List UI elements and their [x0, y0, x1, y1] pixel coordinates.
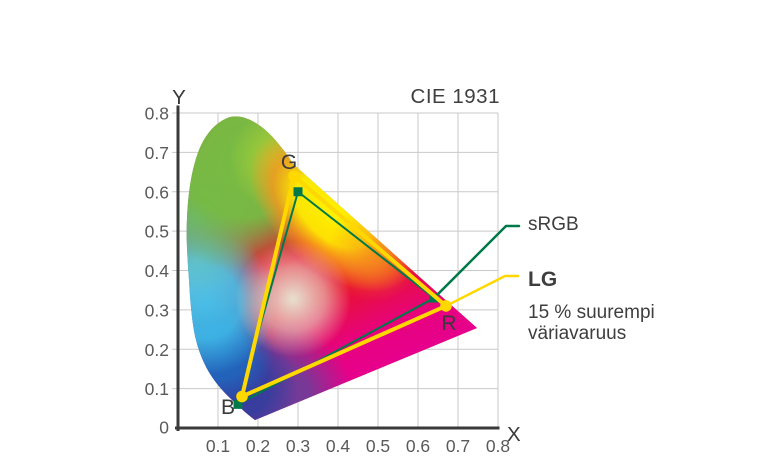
x-tick-label: 0.2: [246, 436, 270, 456]
origin-tick-label: 0: [159, 418, 169, 438]
y-tick-label: 0.2: [145, 340, 169, 360]
srgb-g-marker: [293, 187, 303, 197]
lg-gamut-triangle: [236, 170, 452, 403]
x-tick-label: 0.5: [366, 436, 390, 456]
y-axis-label: Y: [172, 86, 186, 109]
x-tick-labels: 0.1 0.2 0.3 0.4 0.5 0.6 0.7 0.8: [206, 436, 510, 456]
x-tick-label: 0.8: [486, 436, 510, 456]
y-tick-label: 0.3: [145, 300, 169, 320]
y-tick-label: 0.1: [145, 379, 169, 399]
legend-note-line1: 15 % suurempi: [528, 302, 655, 323]
y-tick-labels: 0.1 0.2 0.3 0.4 0.5 0.6 0.7 0.8 0: [145, 104, 170, 438]
green-vertex-label: G: [281, 151, 297, 174]
srgb-b-marker: [233, 399, 243, 409]
legend-srgb-label: sRGB: [528, 214, 579, 235]
x-tick-label: 0.1: [206, 436, 230, 456]
lg-callout-line: [444, 274, 520, 308]
legend-note-line2: väriavaruus: [528, 323, 626, 344]
lg-legend-connector: [444, 274, 520, 308]
lg-g-marker: [288, 170, 300, 182]
blue-vertex-label: B: [221, 396, 235, 419]
srgb-callout-line: [432, 224, 521, 300]
lg-b-marker: [236, 390, 248, 403]
x-tick-label: 0.4: [326, 436, 351, 456]
chart-title: CIE 1931: [411, 85, 500, 108]
y-tick-label: 0.6: [145, 182, 169, 202]
x-tick-label: 0.7: [446, 436, 470, 456]
x-tick-label: 0.3: [286, 436, 310, 456]
y-tick-label: 0.4: [145, 261, 170, 281]
y-tick-label: 0.8: [145, 104, 169, 124]
cie-gamut-shape: [186, 116, 477, 420]
y-tick-label: 0.5: [145, 222, 169, 242]
x-tick-label: 0.6: [406, 436, 430, 456]
x-axis-label: X: [507, 423, 521, 446]
srgb-triangle-outline: [237, 190, 435, 406]
legend-lg-label: LG: [528, 268, 557, 291]
lg-triangle-outline: [240, 174, 448, 399]
red-vertex-label: R: [441, 312, 456, 335]
y-tick-label: 0.7: [145, 143, 169, 163]
tongue-color-layer: [186, 116, 477, 420]
srgb-legend-connector: [432, 224, 521, 300]
